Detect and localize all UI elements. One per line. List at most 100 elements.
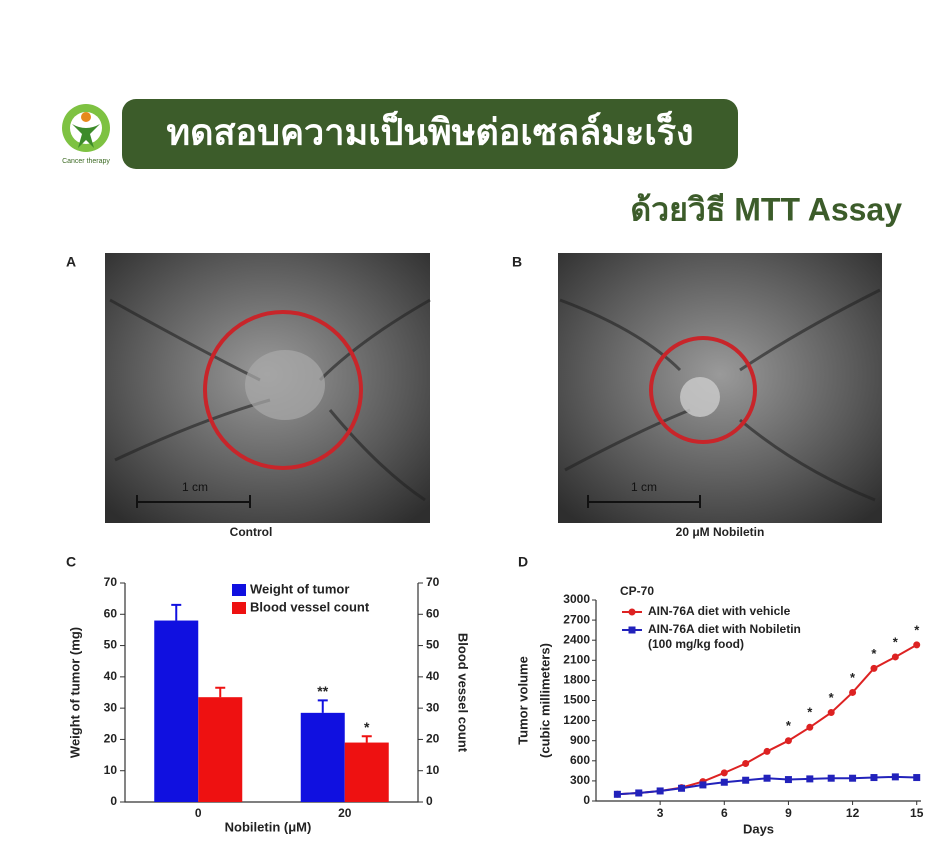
y-tick-label: 60 [104,606,118,620]
y-tick-label: 1200 [563,713,590,727]
bar [300,712,345,802]
y-tick-label: 2100 [563,652,590,666]
marker [678,784,686,792]
y2-tick-label: 0 [426,794,433,808]
marker [806,775,814,783]
y-tick-label: 50 [104,638,118,652]
subtitle: ด้วยวิธี MTT Assay [630,191,902,227]
scale-text: 1 cm [182,480,208,494]
y-tick-label: 70 [104,575,118,589]
y-axis-label: Weight of tumor (mg) [67,627,82,758]
photo-a: A 1 cm Control [66,253,431,539]
legend-label: AIN-76A diet with Nobiletin [648,622,801,636]
title-band [122,99,738,169]
y2-axis-label: Blood vessel count [456,633,471,753]
x-axis-label: Days [743,821,774,836]
y-tick-label: 0 [110,794,117,808]
y-tick-label: 900 [570,733,590,747]
chart-d: 0 300 600 900 1200 1500 1800 2100 2400 2700 3000 3 6… [515,584,923,836]
x-axis-label: Nobiletin (μM) [225,819,312,834]
marker [849,774,857,782]
y2-tick-label: 40 [426,669,440,683]
marker [870,774,878,782]
y-axis-label: (cubic millimeters) [537,643,552,758]
legend-label: Weight of tumor [250,581,349,596]
x-tick-label: 12 [846,806,860,820]
marker [913,774,921,782]
annotation: * [893,634,899,649]
y2-tick-label: 70 [426,575,440,589]
x-tick-label: 0 [195,806,202,820]
annotation: * [829,690,835,705]
x-tick-label: 6 [721,806,728,820]
marker [784,737,792,745]
x-tick-label: 9 [785,806,792,820]
y2-tick-label: 30 [426,700,440,714]
annotation: * [807,705,813,720]
y-tick-label: 2700 [563,612,590,626]
marker [742,776,750,784]
legend-label: AIN-76A diet with vehicle [648,604,791,618]
legend-marker [628,626,636,634]
marker [763,747,771,755]
x-tick-label: 20 [338,806,352,820]
y-tick-label: 40 [104,669,118,683]
annotation: * [364,719,370,735]
marker [827,709,835,717]
annotation: * [786,718,792,733]
error-bar [215,686,226,698]
marker [891,773,899,781]
marker [720,769,728,777]
y-tick-label: 2400 [563,632,590,646]
bar [154,620,199,802]
chart-title: CP-70 [620,584,654,598]
annotation: ** [317,683,328,699]
annotation: * [850,670,856,685]
bar [344,742,389,802]
error-bar [317,699,328,713]
panel-label: B [512,254,522,270]
y-tick-label: 20 [104,732,118,746]
bar [198,697,243,802]
error-bar [361,735,372,743]
y-tick-label: 1800 [563,673,590,687]
marker [913,641,921,649]
marker [891,653,899,661]
axis [124,583,419,803]
y2-tick-label: 20 [426,732,440,746]
y-tick-label: 10 [104,763,118,777]
y-tick-label: 1500 [563,693,590,707]
legend-label: Blood vessel count [250,599,370,614]
marker [870,664,878,672]
logo-text: Cancer therapy [62,158,110,165]
title: ทดสอบความเป็นพิษต่อเซลล์มะเร็ง [166,110,693,153]
photo-caption: Control [230,525,273,539]
annotation: * [914,622,920,637]
x-tick-label: 3 [657,806,664,820]
y-tick-label: 600 [570,753,590,767]
y-axis-label: Tumor volume [515,656,530,745]
legend-marker [628,608,636,616]
logo: Cancer therapy [62,104,110,165]
marker [827,774,835,782]
marker [849,688,857,696]
marker [635,789,643,797]
x-tick-label: 15 [910,806,924,820]
y2-tick-label: 10 [426,763,440,777]
panel-label: C [66,554,76,570]
y2-tick-label: 50 [426,638,440,652]
y-tick-label: 300 [570,773,590,787]
y2-tick-label: 60 [426,606,440,620]
marker [699,781,707,789]
y-tick-label: 0 [583,793,590,807]
photo-caption: 20 μM Nobiletin [676,525,765,539]
scale-text: 1 cm [631,480,657,494]
legend-swatch [232,602,246,614]
marker [763,774,771,782]
marker [656,787,664,795]
panel-label: A [66,254,76,270]
marker [806,723,814,731]
y-tick-label: 30 [104,700,118,714]
